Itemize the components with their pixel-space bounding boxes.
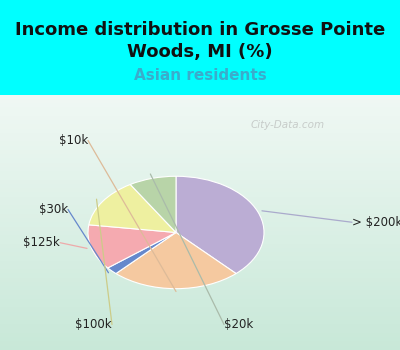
Bar [0,303,400,307]
Bar [0,128,400,133]
Bar [0,346,400,350]
Bar [0,180,400,184]
Bar [0,99,400,103]
Text: $100k: $100k [75,318,112,331]
Bar [0,244,400,248]
Bar [0,320,400,324]
Bar [0,290,400,295]
Bar [0,154,400,158]
Bar [0,150,400,154]
Bar [0,316,400,320]
Wedge shape [88,225,176,268]
Bar [0,120,400,124]
Wedge shape [116,232,236,289]
Bar [0,260,400,265]
Wedge shape [108,232,176,274]
Wedge shape [130,176,176,232]
Bar [0,278,400,282]
Bar [0,193,400,197]
Bar [0,218,400,222]
Bar [0,103,400,107]
Bar [0,273,400,278]
Bar [0,307,400,312]
Text: $20k: $20k [224,318,253,331]
Bar [0,116,400,120]
Wedge shape [89,184,176,232]
Bar [0,337,400,342]
Bar [0,329,400,333]
Bar [0,209,400,214]
Bar [0,107,400,112]
Text: City-Data.com: City-Data.com [251,120,325,130]
Bar [0,158,400,163]
Bar [0,252,400,256]
Bar [0,146,400,150]
Text: Asian residents: Asian residents [134,68,266,83]
Bar [0,175,400,180]
Bar [0,256,400,260]
Bar [0,201,400,205]
Bar [0,171,400,175]
Bar [0,137,400,141]
Bar [0,312,400,316]
Bar [0,163,400,167]
Wedge shape [176,176,264,274]
Text: > $200k: > $200k [352,216,400,229]
Bar [0,231,400,235]
Bar [0,222,400,226]
Bar [0,184,400,188]
Bar [0,214,400,218]
Bar [0,269,400,273]
Bar [0,197,400,201]
Bar [0,124,400,128]
Bar [0,286,400,290]
Bar [0,324,400,329]
Text: $125k: $125k [23,236,60,249]
Bar [0,248,400,252]
Bar [0,94,400,99]
Bar [0,342,400,346]
Bar [0,333,400,337]
Bar [0,235,400,239]
Text: Income distribution in Grosse Pointe
Woods, MI (%): Income distribution in Grosse Pointe Woo… [15,21,385,61]
Bar [0,299,400,303]
Bar [0,167,400,171]
Bar [0,205,400,209]
Bar [0,112,400,116]
Text: $30k: $30k [39,203,68,216]
Bar [0,265,400,269]
Text: $10k: $10k [59,134,88,147]
Bar [0,239,400,244]
Bar [0,282,400,286]
Bar [0,188,400,193]
Bar [0,295,400,299]
Bar [0,226,400,231]
Bar [0,141,400,146]
Bar [0,133,400,137]
